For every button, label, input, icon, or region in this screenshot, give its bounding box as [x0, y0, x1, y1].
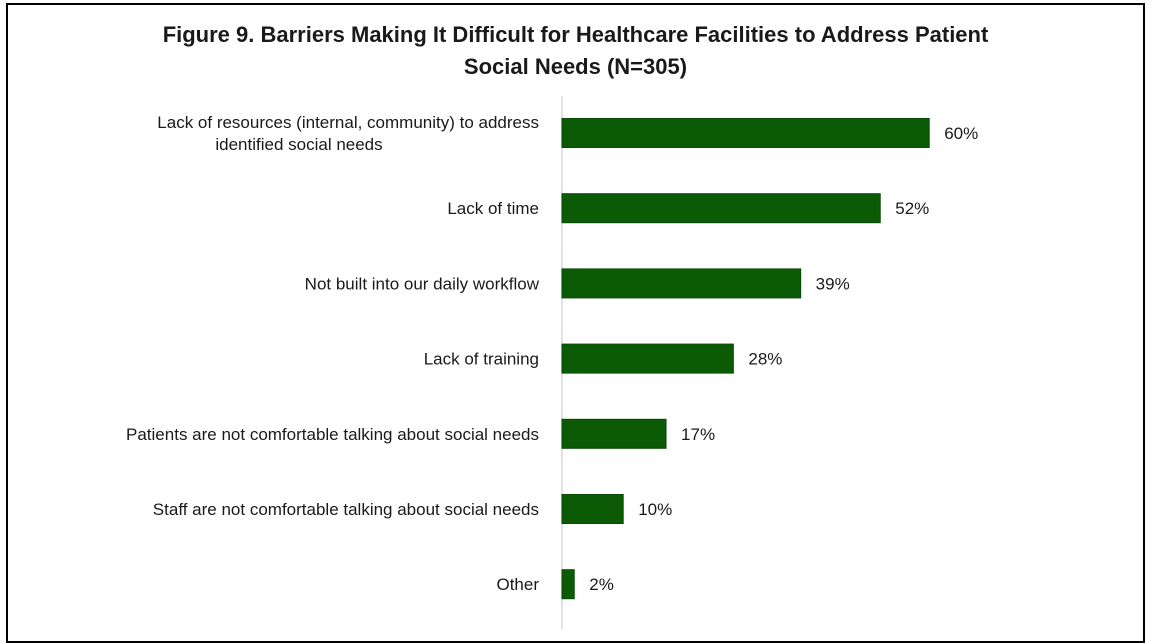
- category-label-line: Lack of resources (internal, community) …: [157, 113, 539, 132]
- category-label-line: Not built into our daily workflow: [305, 274, 540, 293]
- category-label: Lack of training: [424, 350, 539, 369]
- category-label-line: identified social needs: [215, 135, 382, 154]
- data-label: 17%: [681, 425, 715, 444]
- chart-frame: [6, 3, 1145, 643]
- data-label: 2%: [589, 575, 614, 594]
- bar: [561, 418, 667, 449]
- category-label-line: Staff are not comfortable talking about …: [153, 500, 539, 519]
- bar: [561, 343, 734, 374]
- category-label: Patients are not comfortable talking abo…: [126, 425, 539, 444]
- category-label: Lack of time: [447, 199, 539, 218]
- bar: [561, 118, 930, 148]
- chart-title: Figure 9. Barriers Making It Difficult f…: [0, 19, 1151, 83]
- category-label-line: Patients are not comfortable talking abo…: [126, 425, 539, 444]
- bar: [561, 193, 881, 224]
- data-label: 28%: [748, 350, 782, 369]
- category-label-line: Lack of training: [424, 350, 539, 369]
- category-label-line: Lack of time: [447, 199, 539, 218]
- data-label: 39%: [816, 274, 850, 293]
- category-label-line: Other: [496, 575, 539, 594]
- bar: [561, 494, 624, 524]
- category-label: Staff are not comfortable talking about …: [153, 500, 539, 519]
- category-label: Other: [496, 575, 539, 594]
- bar-chart: 60% Lack of resources (internal, communit…: [126, 96, 978, 629]
- chart-title-line-2: Social Needs (N=305): [463, 54, 688, 79]
- category-label: Not built into our daily workflow: [305, 274, 540, 293]
- category-label: Lack of resources (internal, community) …: [157, 113, 539, 154]
- data-label: 60%: [944, 124, 978, 143]
- chart-title-line-1: Figure 9. Barriers Making It Difficult f…: [162, 22, 989, 47]
- data-label: 10%: [638, 500, 672, 519]
- bar: [561, 268, 802, 299]
- data-label: 52%: [895, 199, 929, 218]
- bar: [561, 569, 575, 600]
